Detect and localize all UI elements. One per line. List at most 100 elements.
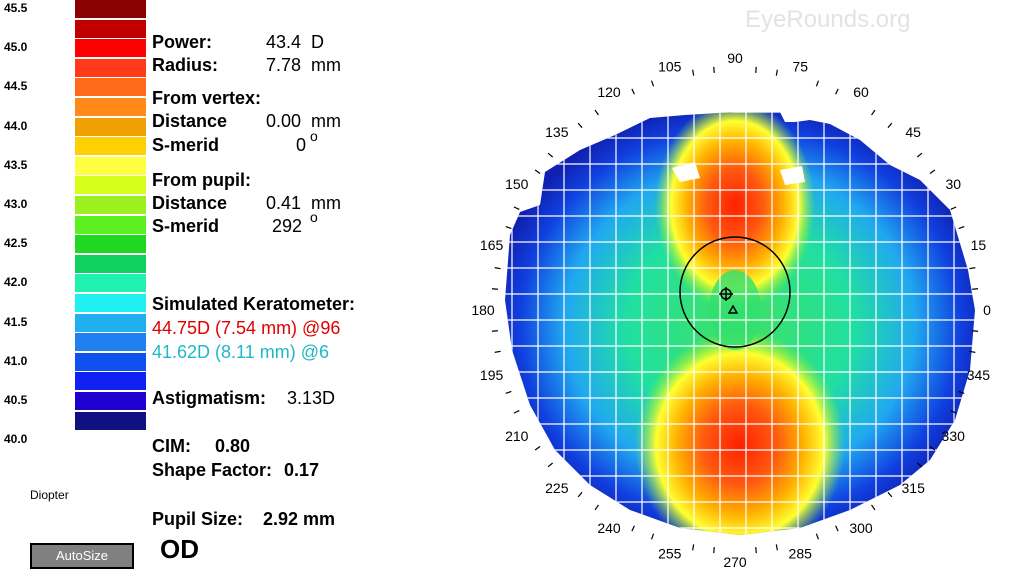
vertex-distance-unit: mm [311, 111, 341, 131]
degree-label: 0 [983, 302, 991, 318]
pupil-smerid-value: 292 [272, 216, 303, 236]
degree-tick [513, 410, 520, 414]
pupil-smerid-label: S-merid [152, 216, 220, 236]
degree-tick [815, 80, 820, 87]
degree-label: 300 [849, 520, 873, 536]
scale-swatch [75, 0, 146, 18]
scale-swatch [75, 372, 146, 391]
eyerounds-watermark: EyeRounds.org [745, 6, 911, 33]
pupil-distance-value: 0.41 [266, 193, 302, 213]
degree-tick [835, 88, 839, 95]
degree-tick [631, 88, 635, 95]
vertex-smerid-label: S-merid [152, 135, 220, 155]
degree-tick-marks [491, 66, 979, 554]
degree-tick [692, 544, 695, 551]
topography-color-field [505, 112, 975, 535]
scale-swatch [75, 58, 146, 77]
degree-tick [916, 152, 923, 158]
vertex-smerid-value: 0 [296, 135, 307, 155]
degree-label: 270 [723, 554, 747, 570]
cim-label: CIM: [152, 436, 191, 456]
degree-tick [950, 410, 957, 414]
degree-label: 180 [471, 302, 495, 318]
scale-swatch [75, 411, 146, 430]
degree-tick [505, 390, 512, 395]
shape-factor-value: 0.17 [284, 460, 320, 480]
degree-label: 225 [545, 480, 569, 496]
scale-swatch [75, 274, 146, 293]
degree-tick [972, 330, 979, 332]
degree-tick [577, 122, 583, 129]
scale-label: 45.5 [4, 1, 28, 15]
degree-tick [491, 330, 498, 332]
degree-tick [887, 122, 893, 129]
scale-swatch [75, 235, 146, 254]
degree-label: 150 [505, 176, 529, 192]
radius-unit: mm [311, 55, 341, 75]
scale-swatch [75, 254, 146, 273]
degree-label: 120 [597, 84, 621, 100]
degree-tick [835, 525, 839, 532]
scale-swatch [75, 176, 146, 195]
degree-label: 45 [905, 124, 921, 140]
degree-label: 105 [658, 59, 682, 75]
diopter-color-scale: 45.5 45.0 44.5 44.0 43.5 43.0 42.5 42.0 41.5 41.0… [0, 0, 150, 470]
scale-label: 40.5 [4, 393, 28, 407]
scale-swatch [75, 392, 146, 410]
radius-label: Radius: [152, 55, 219, 75]
scale-label: 40.0 [4, 432, 28, 447]
pupil-size-value: 2.92 mm [263, 509, 336, 529]
degree-tick [713, 547, 715, 554]
cim-value: 0.80 [215, 436, 251, 456]
diopter-unit-label: Diopter [30, 488, 69, 502]
degree-label: 315 [902, 480, 926, 496]
scale-swatch [75, 117, 146, 136]
degree-tick [775, 544, 778, 551]
scale-swatch [75, 215, 146, 234]
vertex-distance-label: Distance [152, 111, 228, 131]
scale-swatch [75, 333, 146, 352]
degree-label: 165 [480, 237, 504, 253]
degree-tick [815, 533, 820, 540]
degree-tick [513, 206, 520, 210]
degree-label: 210 [505, 428, 529, 444]
vertex-distance-value: 0.00 [266, 111, 302, 131]
vertex-smerid-degree: o [310, 128, 318, 144]
scale-swatch [75, 98, 146, 116]
degree-tick [534, 446, 541, 451]
degree-tick [871, 504, 876, 511]
degree-label: 135 [545, 124, 569, 140]
radius-value: 7.78 [266, 55, 302, 75]
pupil-center-marker [719, 287, 733, 301]
degree-label: 75 [792, 59, 808, 75]
scale-label: 42.0 [4, 275, 28, 290]
scale-swatch [75, 294, 146, 312]
autosize-button[interactable]: AutoSize [30, 543, 134, 569]
power-value: 43.4 [266, 32, 302, 52]
vertex-marker [727, 304, 739, 314]
degree-labels: 0 15 30 45 60 75 90 105 120 135 150 165 180 195 210 225… [471, 50, 991, 570]
degree-tick [491, 288, 498, 290]
scale-label: 43.5 [4, 157, 28, 172]
degree-tick [958, 225, 965, 230]
degree-tick [755, 547, 757, 554]
degree-label: 240 [597, 520, 621, 536]
degree-label: 330 [942, 428, 966, 444]
from-vertex-heading: From vertex: [152, 88, 262, 108]
pupil-distance-label: Distance [152, 193, 228, 213]
astigmatism-value: 3.13D [287, 388, 336, 408]
pupil-outline [679, 236, 791, 348]
power-unit: D [311, 32, 324, 52]
scale-label: 43.0 [4, 197, 28, 211]
degree-tick [631, 525, 635, 532]
corneal-topography-map: 0 15 30 45 60 75 90 105 120 135 150 165 180 195 210 225… [471, 50, 991, 570]
pupil-distance-unit: mm [311, 193, 341, 213]
degree-label: 345 [967, 367, 991, 383]
scale-swatch [75, 39, 146, 58]
scale-label: 45.0 [4, 40, 28, 55]
degree-tick [594, 109, 599, 116]
scale-label: 44.5 [4, 79, 28, 94]
degree-tick [969, 267, 976, 270]
degree-tick [950, 206, 957, 210]
degree-tick [577, 491, 583, 498]
